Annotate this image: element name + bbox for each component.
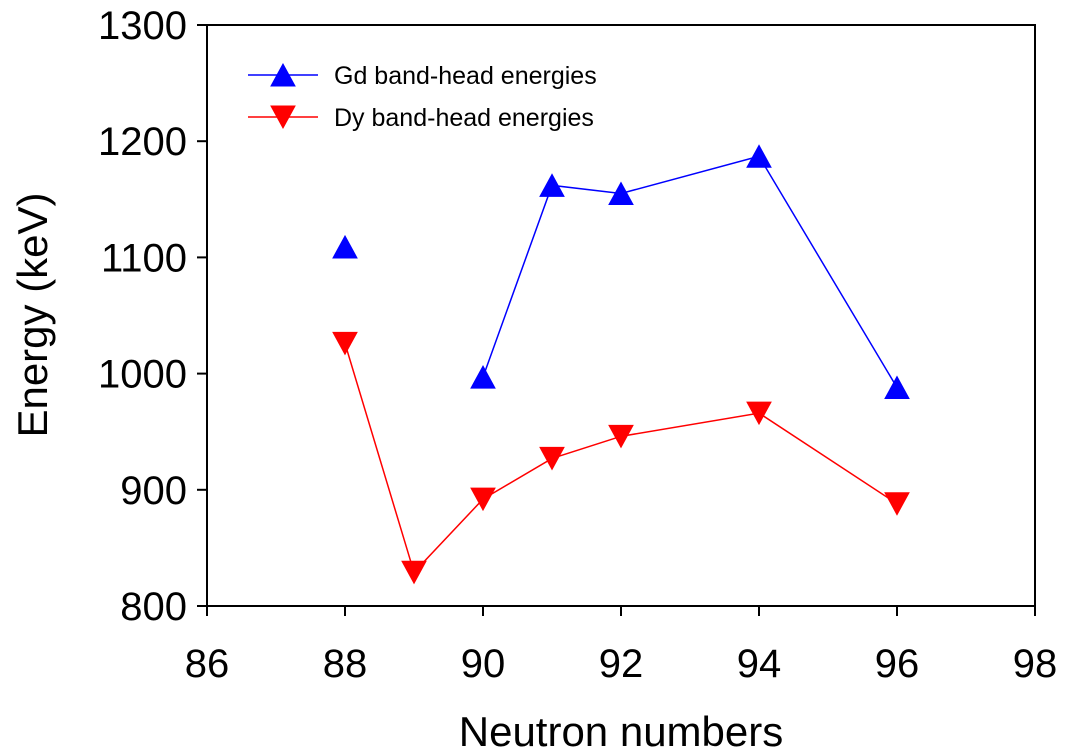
data-point xyxy=(401,560,427,585)
x-tick-label: 88 xyxy=(323,642,368,686)
x-tick-label: 92 xyxy=(599,642,644,686)
plot-frame xyxy=(206,24,1036,607)
data-point xyxy=(332,331,358,356)
data-point xyxy=(539,173,565,197)
data-point xyxy=(746,401,772,426)
data-point xyxy=(539,446,565,471)
x-tick-label: 96 xyxy=(875,642,920,686)
data-point xyxy=(608,181,634,205)
x-axis-title: Neutron numbers xyxy=(459,708,784,754)
y-tick-label: 1100 xyxy=(101,236,187,280)
series-gd xyxy=(332,144,910,400)
series-dy xyxy=(332,331,910,585)
legend-label: Gd band-head energies xyxy=(334,62,597,90)
data-point xyxy=(470,365,496,389)
data-point xyxy=(746,144,772,168)
x-tick-label: 86 xyxy=(185,642,230,686)
x-tick-label: 98 xyxy=(1013,642,1058,686)
y-tick-label: 1000 xyxy=(98,353,187,397)
legend: Gd band-head energies Dy band-head energi… xyxy=(248,62,597,132)
y-tick-label: 1300 xyxy=(98,4,187,48)
y-tick-label: 1200 xyxy=(98,120,187,164)
data-point xyxy=(470,487,496,512)
data-point xyxy=(884,375,910,400)
data-point xyxy=(884,492,910,516)
legend-marker xyxy=(270,62,296,87)
legend-label: Dy band-head energies xyxy=(334,104,594,132)
data-point xyxy=(332,234,358,259)
x-tick-label: 90 xyxy=(461,642,506,686)
x-axis-ticks: 86 88 90 92 94 96 98 xyxy=(185,606,1058,686)
series-line xyxy=(344,343,898,574)
x-tick-label: 94 xyxy=(737,642,782,686)
y-axis-title: Energy (keV) xyxy=(9,192,56,437)
series-layer xyxy=(332,144,910,585)
y-tick-label: 800 xyxy=(120,585,187,629)
y-axis-ticks: 800 900 1000 1100 1200 1300 xyxy=(98,4,207,629)
y-tick-label: 900 xyxy=(120,469,187,513)
legend-marker xyxy=(270,105,296,130)
data-point xyxy=(608,424,634,449)
